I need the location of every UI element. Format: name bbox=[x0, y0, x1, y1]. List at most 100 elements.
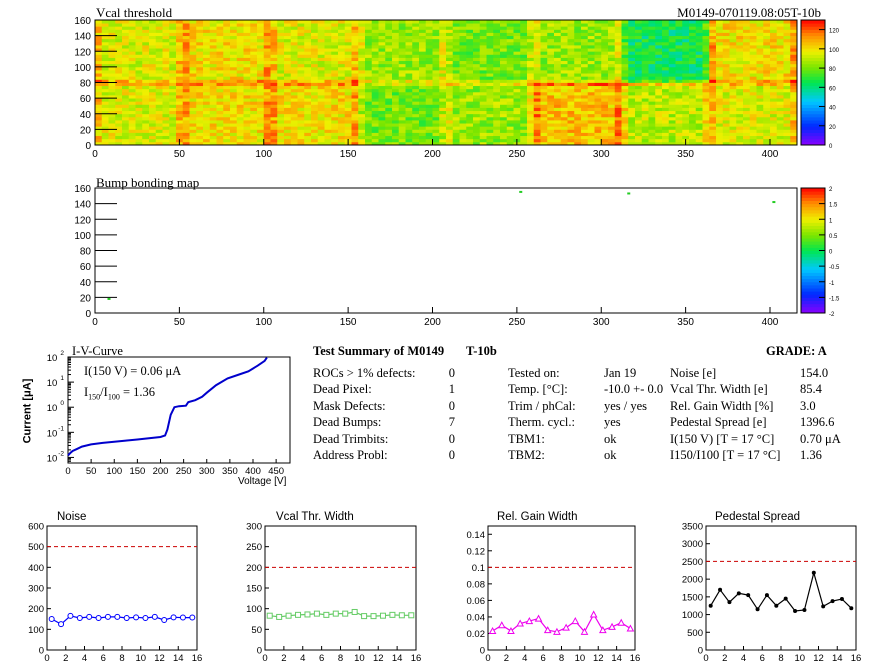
heatmap-cell bbox=[439, 60, 447, 65]
heatmap-cell bbox=[419, 51, 427, 55]
heatmap-cell bbox=[790, 107, 798, 112]
heatmap-cell bbox=[662, 85, 670, 90]
heatmap-cell bbox=[770, 123, 778, 127]
heatmap-cell bbox=[709, 85, 717, 90]
heatmap-cell bbox=[493, 126, 501, 130]
heatmap-cell bbox=[358, 48, 366, 52]
heatmap-cell bbox=[554, 23, 562, 27]
heatmap-cell bbox=[338, 129, 346, 133]
heatmap-cell bbox=[358, 23, 366, 27]
heatmap-cell bbox=[513, 95, 521, 99]
heatmap-cell bbox=[655, 123, 663, 127]
heatmap-cell bbox=[763, 35, 771, 40]
heatmap-cell bbox=[513, 54, 521, 58]
heatmap-cell bbox=[344, 116, 352, 121]
color-scale-cell bbox=[801, 291, 825, 295]
heatmap-cell bbox=[466, 141, 474, 146]
heatmap-cell bbox=[311, 54, 319, 58]
heatmap-cell bbox=[783, 57, 791, 62]
heatmap-cell bbox=[668, 63, 676, 68]
heatmap-cell bbox=[500, 48, 508, 52]
heatmap-cell bbox=[709, 141, 717, 146]
heatmap-cell bbox=[378, 98, 386, 102]
heatmap2-title: Bump bonding map bbox=[96, 175, 200, 190]
heatmap-cell bbox=[344, 26, 352, 30]
iv-x-tick-label: 200 bbox=[153, 466, 169, 477]
heatmap-cell bbox=[250, 107, 258, 112]
heatmap-cell bbox=[513, 79, 521, 83]
heatmap-cell bbox=[776, 35, 784, 40]
heatmap-cell bbox=[655, 66, 663, 71]
data-point bbox=[589, 610, 598, 618]
heatmap-cell bbox=[176, 51, 184, 55]
heatmap-cell bbox=[331, 79, 339, 83]
heatmap-cell bbox=[527, 26, 535, 30]
heatmap-cell bbox=[500, 45, 508, 49]
heatmap-cell bbox=[594, 54, 602, 58]
heatmap-cell bbox=[344, 95, 352, 99]
heatmap-cell bbox=[236, 70, 244, 74]
heatmap-cell bbox=[608, 91, 616, 96]
heatmap-cell bbox=[155, 138, 163, 143]
heatmap-cell bbox=[344, 129, 352, 133]
heatmap-cell bbox=[338, 41, 346, 46]
heatmap-cell bbox=[587, 104, 595, 108]
heatmap-cell bbox=[243, 135, 251, 140]
heatmap-cell bbox=[270, 73, 278, 77]
heatmap-cell bbox=[142, 101, 150, 105]
heatmap-cell bbox=[439, 70, 447, 74]
heatmap-cell bbox=[216, 73, 224, 77]
heatmap-cell bbox=[236, 123, 244, 127]
heatmap-cell bbox=[641, 32, 649, 37]
heatmap-cell bbox=[493, 129, 501, 133]
heatmap-cell bbox=[304, 88, 312, 93]
heatmap-cell bbox=[702, 51, 710, 55]
heatmap-cell bbox=[601, 123, 609, 127]
heatmap-cell bbox=[412, 141, 420, 146]
heatmap-cell bbox=[500, 141, 508, 146]
heatmap-cell bbox=[682, 48, 690, 52]
heatmap-cell bbox=[439, 23, 447, 27]
heatmap-cell bbox=[621, 79, 629, 83]
heatmap-cell bbox=[702, 41, 710, 46]
heatmap-cell bbox=[236, 110, 244, 115]
heatmap-cell bbox=[378, 135, 386, 140]
color-scale-cell bbox=[801, 126, 825, 130]
heatmap-cell bbox=[722, 79, 730, 83]
heatmap-cell bbox=[230, 91, 238, 96]
heatmap-cell bbox=[257, 129, 265, 133]
data-point bbox=[313, 610, 320, 617]
heatmap-cell bbox=[182, 129, 190, 133]
heatmap-cell bbox=[594, 57, 602, 62]
heatmap-cell bbox=[95, 29, 103, 33]
heatmap-cell bbox=[614, 57, 622, 62]
iv-x-tick-label: 100 bbox=[106, 466, 122, 477]
heatmap-cell bbox=[128, 82, 136, 87]
heatmap-cell bbox=[574, 54, 582, 58]
heatmap-cell bbox=[540, 95, 548, 99]
heatmap-cell bbox=[338, 57, 346, 62]
heatmap-cell bbox=[398, 135, 406, 140]
heatmap-cell bbox=[149, 138, 157, 143]
heatmap-cell bbox=[216, 23, 224, 27]
heatmap-cell bbox=[520, 38, 528, 43]
heatmap-cell bbox=[95, 35, 103, 40]
heatmap-cell bbox=[459, 85, 467, 90]
heatmap-cell bbox=[560, 135, 568, 140]
heatmap-cell bbox=[702, 132, 710, 137]
heatmap-cell bbox=[344, 57, 352, 62]
heatmap-cell bbox=[668, 20, 676, 24]
heatmap-cell bbox=[385, 129, 393, 133]
heatmap-cell bbox=[331, 51, 339, 55]
heatmap-cell bbox=[641, 126, 649, 130]
heatmap-cell bbox=[149, 35, 157, 40]
heatmap-cell bbox=[628, 107, 636, 112]
heatmap-cell bbox=[250, 141, 258, 146]
color-scale-cell bbox=[801, 110, 825, 115]
condition-value: ok bbox=[604, 448, 617, 463]
heatmap-cell bbox=[439, 54, 447, 58]
heatmap-cell bbox=[398, 113, 406, 118]
metric-label: Noise [e] bbox=[670, 365, 717, 380]
heatmap-cell bbox=[790, 35, 798, 40]
heatmap-cell bbox=[635, 32, 643, 37]
